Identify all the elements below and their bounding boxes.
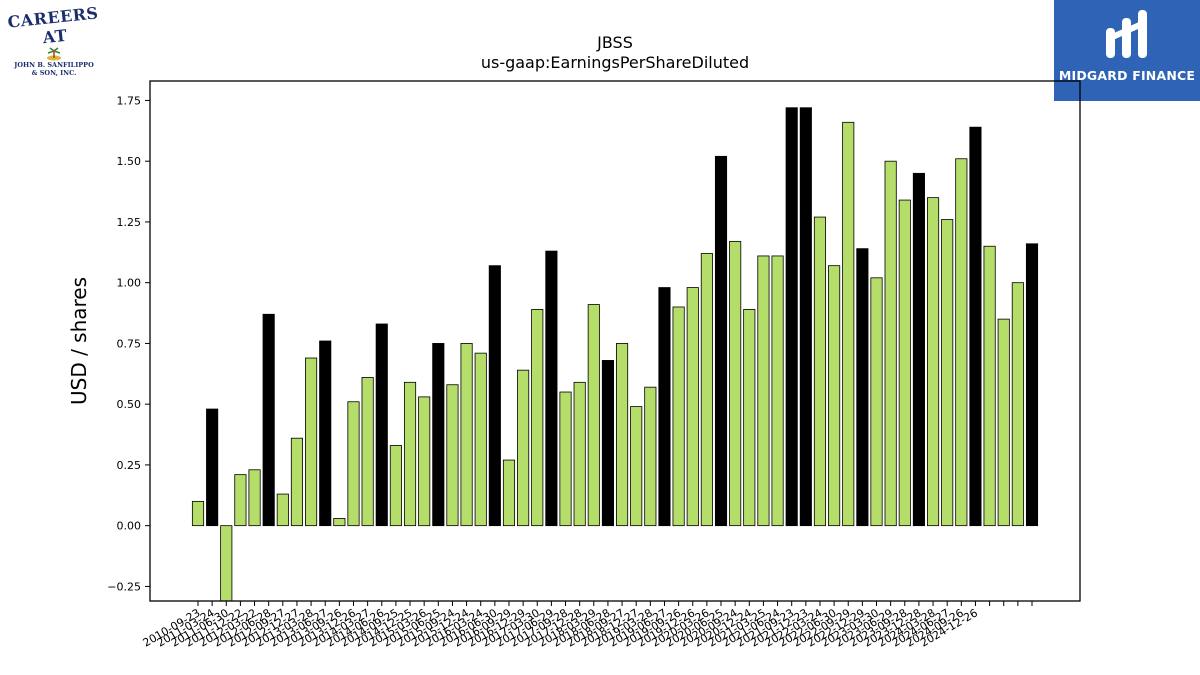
- bar: [969, 126, 982, 527]
- bar: [912, 172, 925, 527]
- bar: [305, 357, 318, 527]
- midgard-brand-name: MIDGARD FINANCE: [1058, 68, 1196, 83]
- y-tick-label: 1.50: [117, 155, 142, 168]
- bar: [898, 199, 911, 527]
- bar: [488, 265, 501, 527]
- y-tick-label: 0.50: [117, 398, 142, 411]
- bar: [743, 309, 756, 527]
- careers-logo-company-line1: JOHN B. SANFILIPPO: [14, 61, 94, 69]
- bar: [842, 121, 855, 527]
- bar: [714, 155, 728, 527]
- bar: [616, 343, 629, 527]
- bar: [813, 216, 827, 527]
- bar: [644, 386, 657, 527]
- bar: [347, 401, 360, 527]
- careers-logo: CAREERS AT JOHN B. SANFILIPPO & SON, INC…: [4, 3, 104, 77]
- bar: [460, 343, 473, 527]
- bar: [418, 396, 431, 527]
- bar: [828, 265, 841, 527]
- bar: [432, 343, 445, 527]
- bar: [531, 309, 544, 527]
- bar: [446, 384, 459, 527]
- bar: [545, 250, 558, 527]
- bar: [290, 437, 304, 527]
- y-tick-label: 1.25: [117, 216, 142, 229]
- bar: [1011, 282, 1024, 527]
- midgard-mark-icon: [1106, 10, 1147, 58]
- bar: [206, 408, 219, 527]
- bar: [757, 255, 770, 527]
- bar: [573, 381, 586, 527]
- bar: [191, 500, 205, 527]
- bar: [658, 287, 671, 527]
- y-tick-label: 0.25: [117, 459, 142, 472]
- y-tick-label: 1.00: [117, 277, 142, 290]
- chart-subtitle: us-gaap:EarningsPerShareDiluted: [481, 53, 749, 72]
- bar: [319, 340, 332, 527]
- bar: [771, 255, 784, 527]
- bars-group: [191, 107, 1039, 601]
- chart-title: JBSS: [596, 33, 633, 52]
- bar: [587, 304, 600, 527]
- y-axis: −0.25 0.00 0.25 0.50 0.75 1.00 1.25 1.50 1.75: [107, 94, 150, 593]
- palm-tree-icon: [47, 47, 61, 61]
- bar: [856, 248, 869, 527]
- careers-logo-company-line2: & SON, INC.: [31, 69, 77, 77]
- bar: [403, 381, 417, 527]
- bar: [785, 107, 798, 527]
- bar: [234, 474, 247, 527]
- bar: [375, 323, 388, 527]
- bar: [601, 360, 614, 527]
- bar: [983, 245, 996, 527]
- x-axis: 2010-09-232011-03-242011-06-302011-12-22…: [141, 601, 1033, 650]
- bar: [474, 352, 487, 527]
- y-axis-label: USD / shares: [67, 277, 91, 405]
- bar: [220, 525, 233, 601]
- bar: [799, 107, 812, 527]
- bar: [248, 469, 261, 527]
- bar: [729, 240, 742, 527]
- bar: [262, 313, 275, 527]
- y-tick-label: 0.00: [117, 520, 142, 533]
- plot-frame: [149, 80, 1081, 602]
- bar: [686, 287, 699, 527]
- bar: [276, 493, 289, 527]
- bar: [389, 445, 402, 527]
- y-tick-label: −0.25: [107, 580, 141, 593]
- bar: [927, 197, 940, 527]
- y-tick-label: 1.75: [117, 94, 142, 107]
- bar: [870, 277, 883, 527]
- bar: [700, 253, 713, 527]
- bar: [502, 459, 516, 527]
- bar: [1025, 243, 1039, 527]
- bar: [672, 306, 685, 527]
- bar: [997, 318, 1010, 527]
- bar: [955, 158, 968, 527]
- bar: [333, 517, 346, 527]
- bar: [630, 406, 643, 527]
- bar: [517, 369, 530, 527]
- bar: [361, 377, 374, 527]
- y-tick-label: 0.75: [117, 337, 142, 350]
- bar: [941, 219, 954, 527]
- bar: [884, 160, 897, 527]
- midgard-finance-logo: MIDGARD FINANCE: [1054, 0, 1200, 101]
- bar: [559, 391, 572, 527]
